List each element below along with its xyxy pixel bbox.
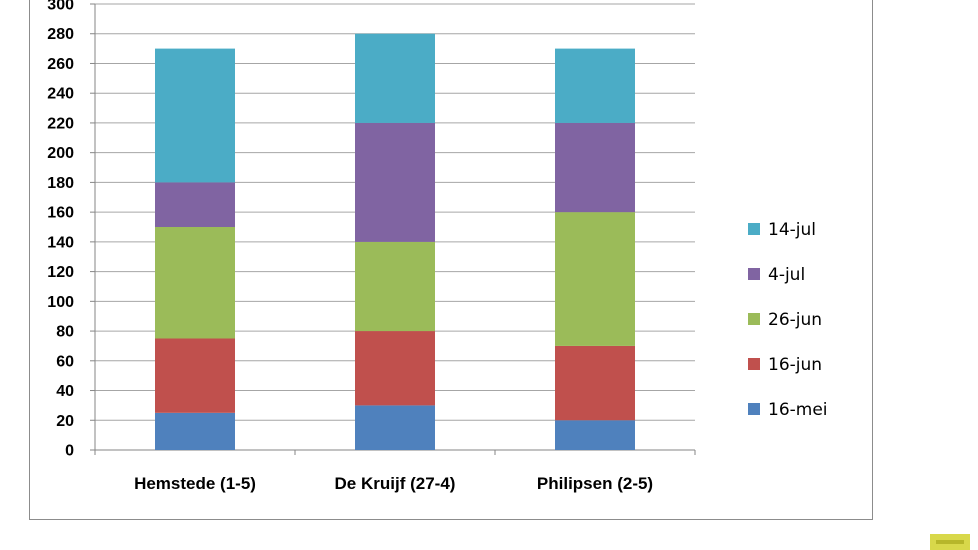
legend-swatch-1 bbox=[748, 358, 760, 370]
y-tick-label-80: 80 bbox=[56, 324, 74, 341]
bar-segment-1-3 bbox=[355, 122, 435, 242]
bar-segment-1-2 bbox=[355, 241, 435, 332]
category-label-0: Hemstede (1-5) bbox=[134, 474, 256, 493]
y-tick-label-0: 0 bbox=[65, 443, 74, 460]
legend-label-3: 4-jul bbox=[768, 265, 805, 285]
y-tick-label-200: 200 bbox=[47, 145, 74, 162]
legend-swatch-3 bbox=[748, 268, 760, 280]
bar-segment-0-2 bbox=[155, 227, 235, 339]
corner-logo bbox=[930, 534, 970, 550]
y-tick-label-220: 220 bbox=[47, 115, 74, 132]
bar-segment-2-1 bbox=[555, 345, 635, 421]
y-tick-label-160: 160 bbox=[47, 205, 74, 222]
y-tick-label-180: 180 bbox=[47, 175, 74, 192]
legend-label-1: 16-jun bbox=[768, 355, 822, 375]
bar-segment-2-0 bbox=[555, 420, 635, 450]
bar-segment-1-0 bbox=[355, 405, 435, 450]
bar-segment-0-1 bbox=[155, 338, 235, 413]
bar-segment-2-2 bbox=[555, 212, 635, 346]
bar-segment-1-4 bbox=[355, 33, 435, 123]
legend-label-2: 26-jun bbox=[768, 310, 822, 330]
y-tick-label-40: 40 bbox=[56, 383, 74, 400]
y-tick-label-120: 120 bbox=[47, 264, 74, 281]
y-tick-label-280: 280 bbox=[47, 26, 74, 43]
y-tick-label-140: 140 bbox=[47, 234, 74, 251]
legend-label-0: 16-mei bbox=[768, 400, 828, 420]
bar-segment-0-4 bbox=[155, 48, 235, 183]
category-label-2: Philipsen (2-5) bbox=[537, 474, 653, 493]
bar-segment-0-0 bbox=[155, 412, 235, 450]
bar-segment-2-4 bbox=[555, 48, 635, 123]
category-label-1: De Kruijf (27-4) bbox=[335, 474, 456, 493]
y-tick-label-60: 60 bbox=[56, 353, 74, 370]
logo-stripe bbox=[936, 540, 964, 544]
legend-label-4: 14-jul bbox=[768, 220, 816, 240]
legend-swatch-2 bbox=[748, 313, 760, 325]
y-tick-label-300: 300 bbox=[47, 0, 74, 14]
y-tick-label-100: 100 bbox=[47, 294, 74, 311]
y-tick-label-260: 260 bbox=[47, 56, 74, 73]
y-tick-label-20: 20 bbox=[56, 413, 74, 430]
bar-segment-2-3 bbox=[555, 122, 635, 213]
y-tick-label-240: 240 bbox=[47, 86, 74, 103]
legend-swatch-4 bbox=[748, 223, 760, 235]
bar-segment-1-1 bbox=[355, 331, 435, 406]
bar-segment-0-3 bbox=[155, 182, 235, 227]
legend-swatch-0 bbox=[748, 403, 760, 415]
